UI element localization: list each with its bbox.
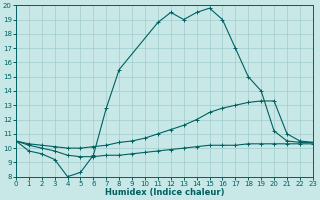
X-axis label: Humidex (Indice chaleur): Humidex (Indice chaleur) (105, 188, 224, 197)
